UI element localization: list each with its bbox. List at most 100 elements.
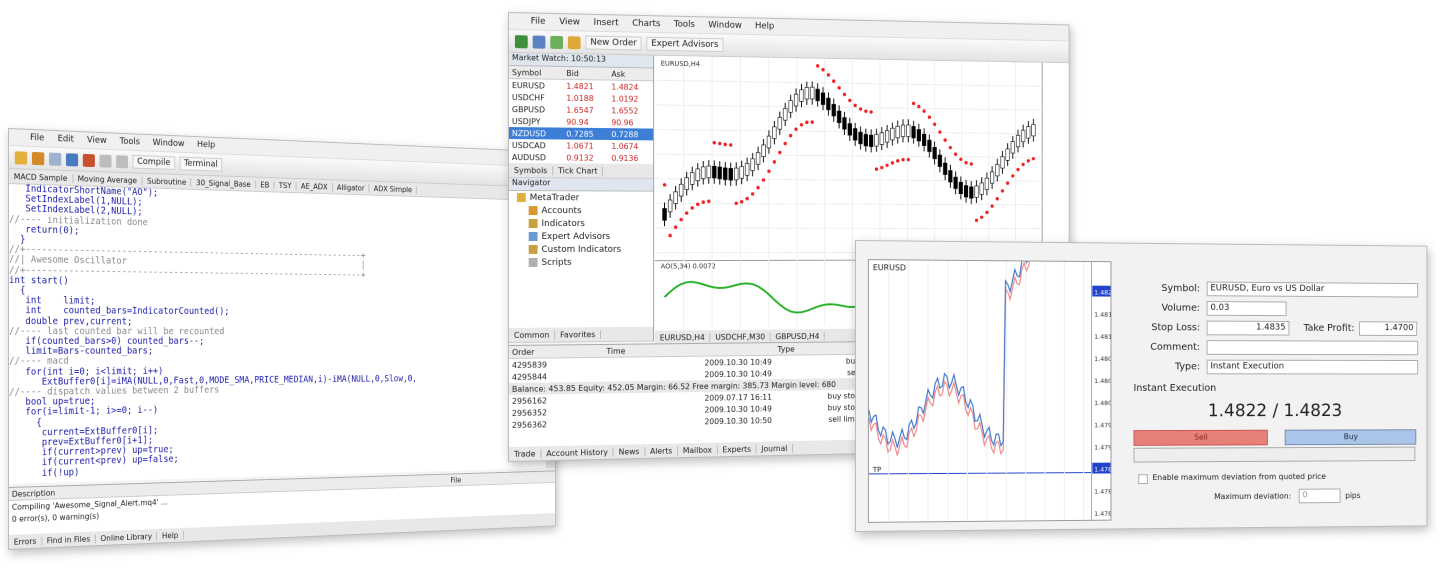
sar-dot bbox=[800, 123, 803, 127]
chart-tab[interactable]: GBPUSD,H4 bbox=[771, 331, 825, 340]
panel-tab[interactable]: Tick Chart bbox=[553, 166, 603, 175]
toolbar-button[interactable]: Expert Advisors bbox=[646, 37, 723, 52]
sar-dot bbox=[896, 159, 899, 162]
chart-tab[interactable]: USDCHF,M30 bbox=[711, 332, 771, 341]
toolbar-button[interactable]: Compile bbox=[133, 155, 175, 170]
icon[interactable] bbox=[568, 36, 581, 49]
candle-body bbox=[985, 178, 989, 189]
menu-item[interactable]: Window bbox=[708, 20, 742, 31]
checkbox[interactable] bbox=[1138, 474, 1148, 484]
menu-item[interactable]: File bbox=[30, 133, 44, 144]
icon[interactable] bbox=[49, 152, 61, 165]
panel-tab[interactable]: Symbols bbox=[509, 166, 553, 175]
icon[interactable] bbox=[515, 35, 528, 48]
icon[interactable] bbox=[66, 153, 78, 166]
menu-item[interactable]: File bbox=[531, 16, 546, 26]
menu-item[interactable]: Insert bbox=[594, 18, 619, 28]
sar-dot bbox=[784, 142, 787, 146]
menu-item[interactable]: Help bbox=[197, 140, 215, 150]
terminal-tab[interactable]: Mailbox bbox=[678, 445, 718, 455]
menu-item[interactable]: Charts bbox=[632, 19, 660, 29]
terminal-tab[interactable]: Account History bbox=[541, 447, 613, 457]
take-profit-input[interactable]: 1.4700 bbox=[1359, 321, 1417, 336]
file-tab[interactable]: MACD Sample bbox=[9, 172, 73, 183]
file-tab[interactable]: ADX Simple bbox=[370, 184, 417, 194]
sell-button[interactable]: Sell bbox=[1133, 430, 1267, 446]
terminal-tab[interactable]: Alerts bbox=[645, 446, 678, 456]
column-header: Symbol bbox=[509, 66, 563, 79]
candle-body bbox=[949, 171, 953, 182]
menu-item[interactable]: Window bbox=[153, 138, 185, 149]
output-tab[interactable]: Online Library bbox=[96, 531, 158, 542]
icon[interactable] bbox=[15, 151, 27, 164]
toolbar-button[interactable]: Terminal bbox=[179, 157, 222, 172]
output-tab[interactable]: Find in Files bbox=[42, 534, 96, 545]
comment-input[interactable] bbox=[1207, 340, 1418, 355]
chart-tab[interactable]: EURUSD,H4 bbox=[655, 333, 711, 342]
menu-item[interactable]: Tools bbox=[674, 20, 695, 30]
label: Volume: bbox=[1148, 303, 1200, 314]
menu-item[interactable]: View bbox=[87, 135, 107, 146]
terminal-tab[interactable]: News bbox=[614, 447, 645, 457]
file-tab[interactable]: AE_ADX bbox=[297, 181, 333, 191]
tree-icon bbox=[529, 258, 538, 267]
candle-body bbox=[783, 108, 787, 120]
icon[interactable] bbox=[116, 155, 128, 168]
menu-item[interactable]: Help bbox=[755, 21, 774, 31]
icon[interactable] bbox=[32, 151, 44, 164]
file-tab[interactable]: Alligator bbox=[333, 183, 370, 193]
candle-body bbox=[843, 118, 847, 130]
icon[interactable] bbox=[83, 153, 95, 166]
file-tab[interactable]: EB bbox=[256, 180, 275, 189]
sar-dot bbox=[821, 68, 824, 72]
type-select[interactable]: Instant Execution bbox=[1207, 360, 1418, 375]
label: Type: bbox=[1138, 361, 1200, 372]
deviation-input[interactable]: 0 bbox=[1299, 488, 1341, 503]
icon[interactable] bbox=[550, 35, 563, 48]
price-label: 1.4795 bbox=[1094, 421, 1111, 429]
file-tab[interactable]: Moving Average bbox=[73, 174, 142, 185]
buy-button[interactable]: Buy bbox=[1285, 429, 1417, 445]
unit: pips bbox=[1345, 491, 1360, 500]
terminal-tab[interactable]: Trade bbox=[509, 449, 541, 459]
volume-input[interactable]: 0.03 bbox=[1207, 301, 1287, 316]
menu-item[interactable]: Edit bbox=[58, 134, 74, 145]
icon[interactable] bbox=[99, 154, 111, 167]
navigator-item[interactable]: Expert Advisors bbox=[509, 230, 653, 243]
icon[interactable] bbox=[533, 35, 546, 48]
candle-body bbox=[1032, 125, 1036, 136]
menu-item[interactable]: View bbox=[559, 17, 580, 27]
terminal-tab[interactable]: Experts bbox=[718, 444, 757, 454]
sar-dot bbox=[864, 109, 867, 113]
quote-cell: 0.9132 bbox=[563, 151, 608, 163]
navigator-item[interactable]: Accounts bbox=[509, 204, 653, 217]
file-tab[interactable]: Subroutine bbox=[142, 176, 191, 186]
sar-dot bbox=[805, 121, 808, 125]
sar-dot bbox=[1011, 174, 1014, 177]
output-tab[interactable]: Errors bbox=[9, 536, 42, 546]
toolbar-button[interactable]: New Order bbox=[585, 36, 641, 51]
panel-tab[interactable]: Common bbox=[509, 330, 555, 339]
panel-tab[interactable]: Favorites bbox=[555, 330, 601, 339]
terminal-tab[interactable]: Journal bbox=[757, 444, 793, 454]
navigator-item[interactable]: MetaTrader bbox=[509, 191, 653, 204]
navigator-item[interactable]: Scripts bbox=[509, 256, 653, 269]
menu-item[interactable]: Tools bbox=[120, 137, 140, 148]
sar-dot bbox=[679, 218, 682, 222]
output-tab[interactable]: Help bbox=[157, 530, 183, 540]
column-header: Type bbox=[775, 342, 863, 355]
navigator-label: Custom Indicators bbox=[541, 244, 621, 254]
trade-cell: 2009.10.30 10:50 bbox=[604, 414, 775, 429]
candle-body bbox=[975, 186, 979, 197]
symbol-select[interactable]: EURUSD, Euro vs US Dollar bbox=[1207, 282, 1418, 298]
trade-cell: 2956362 bbox=[509, 417, 604, 431]
file-tab[interactable]: 30_Signal_Base bbox=[192, 178, 256, 189]
navigator-item[interactable]: Indicators bbox=[509, 217, 653, 230]
stop-loss-input[interactable]: 1.4835 bbox=[1207, 321, 1290, 336]
navigator-item[interactable]: Custom Indicators bbox=[509, 243, 653, 256]
quote-cell: 1.0674 bbox=[608, 140, 653, 152]
candle-body bbox=[891, 128, 895, 140]
file-tab[interactable]: TSY bbox=[275, 181, 297, 190]
